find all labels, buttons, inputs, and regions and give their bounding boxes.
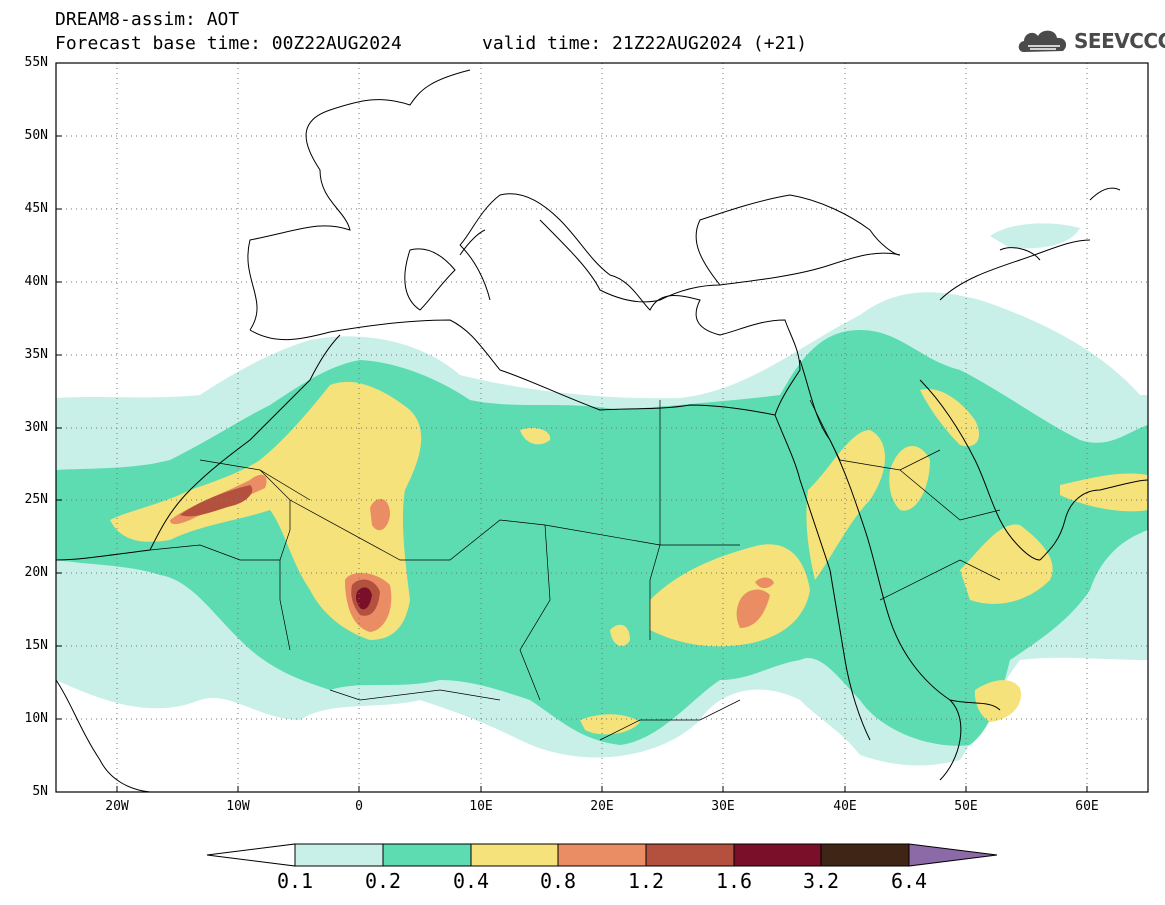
axis-ticks: [56, 62, 1088, 793]
colorbar-label: 0.4: [452, 869, 490, 893]
colorbar-segment-7: [820, 843, 910, 867]
lon-label: 0: [355, 799, 363, 814]
lat-label: 55N: [24, 55, 48, 70]
lat-label: 40N: [24, 274, 48, 289]
lon-label: 10E: [469, 799, 493, 814]
aot-field-0.4: [110, 381, 1148, 735]
lat-label: 25N: [24, 492, 48, 507]
lat-label: 50N: [24, 128, 48, 143]
colorbar-segment-1: [294, 843, 384, 867]
lon-label: 20E: [590, 799, 614, 814]
lon-label: 30E: [711, 799, 735, 814]
country-borders: [149, 399, 1001, 741]
colorbar-label: 1.2: [627, 869, 665, 893]
colorbar-label: 0.1: [276, 869, 314, 893]
lat-label: 20N: [24, 565, 48, 580]
colorbar-segment-2: [382, 843, 472, 867]
colorbar-segment-5: [645, 843, 735, 867]
map-gridlines: [56, 63, 1148, 792]
lat-label: 45N: [24, 201, 48, 216]
lon-label: 60E: [1075, 799, 1099, 814]
colorbar-segment-6: [733, 843, 822, 867]
valid-time: valid time: 21Z22AUG2024 (+21): [482, 33, 808, 54]
lon-label: 50E: [954, 799, 978, 814]
lat-label: 15N: [24, 638, 48, 653]
cloud-logo-icon: [1018, 30, 1067, 52]
colorbar: [206, 843, 998, 867]
logo-text: SEEVCCC: [1074, 29, 1165, 53]
seevccc-logo: SEEVCCC: [1016, 24, 1165, 58]
lat-label: 30N: [24, 420, 48, 435]
colorbar-segment-4: [557, 843, 647, 867]
map-title: DREAM8-assim: AOT: [55, 9, 240, 30]
forecast-base-time: Forecast base time: 00Z22AUG2024: [55, 33, 402, 54]
coastlines: [55, 69, 1149, 793]
colorbar-label: 6.4: [890, 869, 928, 893]
colorbar-upper-arrow: [908, 843, 998, 867]
lon-label: 40E: [833, 799, 857, 814]
lat-label: 10N: [24, 711, 48, 726]
colorbar-label: 0.2: [364, 869, 402, 893]
colorbar-lower-arrow: [206, 843, 296, 867]
colorbar-label: 1.6: [715, 869, 753, 893]
colorbar-label: 0.8: [539, 869, 577, 893]
colorbar-label: 3.2: [802, 869, 840, 893]
lat-label: 5N: [32, 784, 48, 799]
lon-label: 20W: [105, 799, 129, 814]
colorbar-segment-3: [470, 843, 559, 867]
lat-label: 35N: [24, 347, 48, 362]
lon-label: 10W: [226, 799, 250, 814]
aot-field-1.6: [356, 587, 372, 610]
